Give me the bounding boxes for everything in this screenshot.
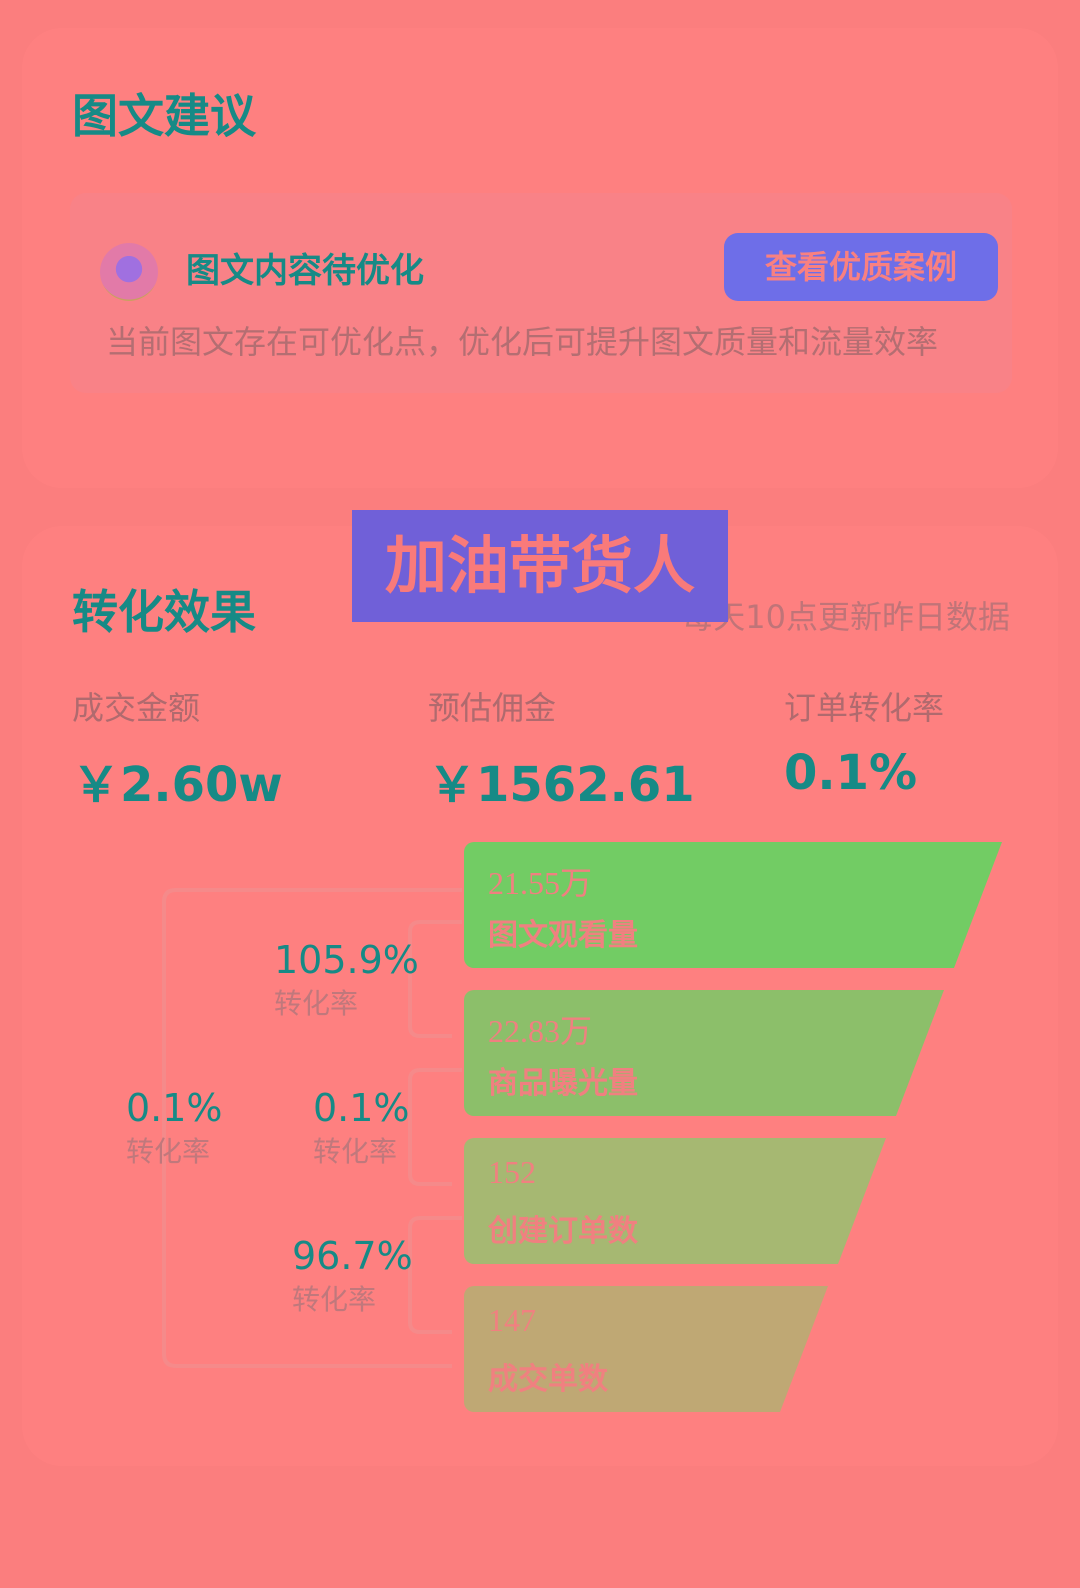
rate-1: 105.9% 转化率	[274, 938, 419, 1022]
stage-value: 152	[488, 1154, 536, 1190]
stage-value: 21.55万	[488, 865, 593, 901]
connector-2	[408, 1068, 462, 1186]
suggestion-description: 当前图文存在可优化点，优化后可提升图文质量和流量效率	[106, 323, 939, 361]
stage-label: 创建订单数	[488, 1214, 638, 1249]
metric-gmv: 成交金额 ￥2.60w	[72, 683, 283, 815]
rate-value: 0.1%	[313, 1086, 410, 1130]
rate-label: 转化率	[126, 1135, 211, 1168]
section-title: 转化效果	[72, 585, 256, 639]
rate-2: 0.1% 转化率	[313, 1086, 410, 1170]
metric-value: ￥1562.61	[428, 757, 695, 813]
overlay-banner: 加油带货人	[352, 510, 728, 622]
metric-commission: 预估佣金 ￥1562.61	[428, 683, 695, 815]
section-title: 图文建议	[72, 89, 256, 143]
rate-3: 96.7% 转化率	[292, 1234, 413, 1318]
stage-value: 147	[488, 1302, 536, 1338]
view-examples-button[interactable]: 查看优质案例	[724, 233, 998, 301]
suggestion-item: 图文内容待优化 查看优质案例 当前图文存在可优化点，优化后可提升图文质量和流量效…	[70, 193, 1012, 393]
metric-order-rate: 订单转化率 0.1%	[784, 683, 944, 801]
rate-overall: 0.1% 转化率	[126, 1086, 223, 1170]
connector-1	[408, 920, 462, 1038]
stage-label: 商品曝光量	[488, 1066, 638, 1101]
metric-value: ￥2.60w	[72, 757, 283, 813]
connector-overall	[162, 888, 462, 1368]
metric-value: 0.1%	[784, 745, 918, 801]
suggestion-card: 图文建议 图文内容待优化 查看优质案例 当前图文存在可优化点，优化后可提升图文质…	[22, 28, 1058, 488]
funnel-stage: 22.83万商品曝光量	[464, 990, 944, 1116]
funnel-stage: 152 创建订单数	[464, 1138, 886, 1264]
funnel-stage: 21.55万图文观看量	[464, 842, 1002, 968]
connector-3	[408, 1216, 462, 1334]
rate-value: 96.7%	[292, 1234, 413, 1278]
metric-label: 预估佣金	[428, 689, 557, 727]
metric-label: 成交金额	[72, 689, 201, 727]
rate-value: 0.1%	[126, 1086, 223, 1130]
suggestion-title: 图文内容待优化	[186, 251, 424, 291]
update-note: 每天10点更新昨日数据	[681, 598, 1010, 636]
stage-label: 成交单数	[488, 1362, 608, 1397]
emoji-face-icon	[100, 243, 158, 301]
metric-label: 订单转化率	[784, 689, 945, 727]
stage-value: 22.83万	[488, 1013, 593, 1049]
rate-label: 转化率	[274, 987, 359, 1020]
rate-label: 转化率	[292, 1283, 377, 1316]
rate-label: 转化率	[313, 1135, 398, 1168]
rate-value: 105.9%	[274, 938, 419, 982]
funnel-stage: 147 成交单数	[464, 1286, 828, 1412]
stage-label: 图文观看量	[488, 918, 638, 953]
